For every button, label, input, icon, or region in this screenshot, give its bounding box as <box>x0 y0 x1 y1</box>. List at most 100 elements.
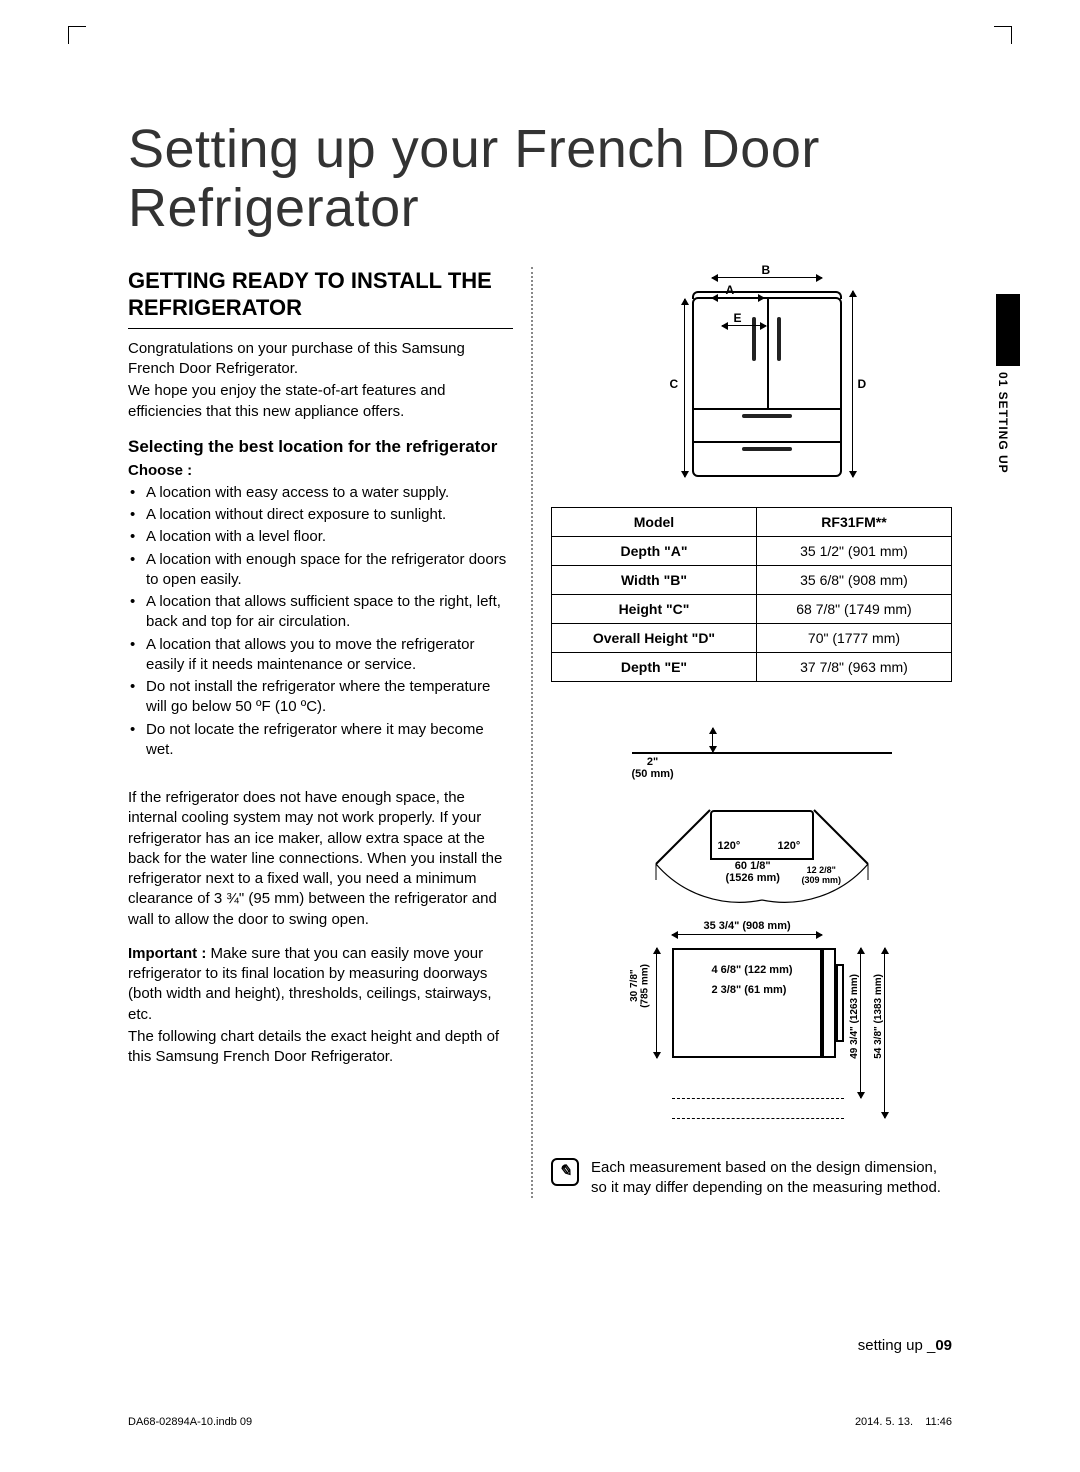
section-heading: GETTING READY TO INSTALL THE REFRIGERATO… <box>128 267 513 329</box>
bullet-item: A location with a level floor. <box>128 527 513 547</box>
bullet-item: Do not install the refrigerator where th… <box>128 677 513 718</box>
table-row: Model RF31FM** <box>552 507 952 536</box>
table-cell: 35 6/8" (908 mm) <box>756 565 951 594</box>
width-arrow <box>672 934 822 935</box>
dim-arrow-d <box>852 291 853 477</box>
table-cell: Depth "A" <box>552 536 757 565</box>
dim-label-a: A <box>726 283 735 297</box>
dim-arrow-e <box>722 325 766 326</box>
handle-gap-label: 2 3/8" (61 mm) <box>712 984 787 996</box>
dim-label-d: D <box>858 377 867 391</box>
dim-arrow-c <box>684 299 685 477</box>
dim-label-e: E <box>734 311 742 325</box>
table-cell: Height "C" <box>552 594 757 623</box>
angle-right: 120° <box>778 840 801 852</box>
table-cell: Width "B" <box>552 565 757 594</box>
print-time: 11:46 <box>925 1416 952 1428</box>
note-icon: ✎ <box>551 1158 579 1186</box>
door-split <box>767 299 769 408</box>
wall-line <box>632 752 892 754</box>
bullet-item: A location with enough space for the ref… <box>128 550 513 591</box>
handle-open-line <box>672 1118 844 1119</box>
footer-page-number: 09 <box>935 1337 952 1354</box>
table-cell: 37 7/8" (963 mm) <box>756 652 951 681</box>
table-header: Model <box>552 507 757 536</box>
column-right: B A E C D Model RF31FM** Depth "A"35 1/2… <box>551 267 952 1199</box>
table-cell: Depth "E" <box>552 652 757 681</box>
table-header: RF31FM** <box>756 507 951 536</box>
gap-arrow <box>712 728 713 752</box>
top-view: 120° 120° 60 1/8" (1526 mm) 12 2/8" (309… <box>662 774 862 894</box>
column-divider <box>531 267 533 1199</box>
table-cell: 70" (1777 mm) <box>756 623 951 652</box>
width-label: 35 3/4" (908 mm) <box>704 920 791 932</box>
chart-paragraph: The following chart details the exact he… <box>128 1027 513 1068</box>
measurement-note: ✎ Each measurement based on the design d… <box>551 1158 952 1199</box>
choose-label: Choose : <box>128 462 513 479</box>
open-depth-label: 12 2/8" (309 mm) <box>802 866 842 886</box>
intro-para-2: We hope you enjoy the state-of-art featu… <box>128 381 513 422</box>
drawer-handle <box>742 414 792 418</box>
column-left: GETTING READY TO INSTALL THE REFRIGERATO… <box>128 267 513 1199</box>
depth-door-label: 49 3/4" (1263 mm) <box>850 974 861 1059</box>
table-cell: 35 1/2" (901 mm) <box>756 536 951 565</box>
bullet-item: Do not locate the refrigerator where it … <box>128 720 513 761</box>
bullet-item: A location that allows sufficient space … <box>128 592 513 633</box>
dim-label-c: C <box>670 377 679 391</box>
spec-table: Model RF31FM** Depth "A"35 1/2" (901 mm)… <box>551 507 952 682</box>
side-tab: 01 SETTING UP <box>996 294 1020 526</box>
depth-back-label: 30 7/8" (785 mm) <box>630 964 651 1008</box>
handle-right <box>777 317 781 361</box>
table-cell: 68 7/8" (1749 mm) <box>756 594 951 623</box>
drawer-handle <box>742 447 792 451</box>
door-arcs <box>642 770 882 910</box>
print-filename: DA68-02894A-10.indb 09 <box>128 1416 252 1428</box>
clearance-diagram: 2" (50 mm) 120° 120° <box>572 722 932 1142</box>
fridge-outline <box>692 297 842 477</box>
dimensions-diagram: B A E C D <box>622 267 882 487</box>
drawer-1 <box>694 408 840 441</box>
bullet-item: A location that allows you to move the r… <box>128 635 513 676</box>
print-footer: DA68-02894A-10.indb 09 2014. 5. 13. 11:4… <box>128 1416 952 1428</box>
open-width-label: 60 1/8" (1526 mm) <box>726 860 780 884</box>
door-gap-label: 4 6/8" (122 mm) <box>712 964 793 976</box>
important-paragraph: Important : Make sure that you can easil… <box>128 944 513 1025</box>
bullet-item: A location without direct exposure to su… <box>128 505 513 525</box>
subsection-heading: Selecting the best location for the refr… <box>128 436 513 458</box>
important-label: Important : <box>128 945 206 962</box>
content-area: Setting up your French Door Refrigerator… <box>128 120 952 1198</box>
drawer-2 <box>694 441 840 474</box>
section-footer: setting up _09 <box>858 1337 952 1354</box>
side-tab-label: 01 SETTING UP <box>996 366 1010 526</box>
dim-arrow-a <box>712 297 764 298</box>
table-row: Overall Height "D"70" (1777 mm) <box>552 623 952 652</box>
side-tab-marker <box>996 294 1020 366</box>
table-cell: Overall Height "D" <box>552 623 757 652</box>
handle-left <box>752 317 756 361</box>
depth-full-label: 54 3/8" (1383 mm) <box>874 974 885 1059</box>
side-view: 35 3/4" (908 mm) 4 6/8" (122 mm) 2 3/8" … <box>612 934 912 1134</box>
note-text: Each measurement based on the design dim… <box>591 1158 952 1199</box>
table-row: Height "C"68 7/8" (1749 mm) <box>552 594 952 623</box>
print-datetime: 2014. 5. 13. 11:46 <box>855 1416 952 1428</box>
location-bullets: A location with easy access to a water s… <box>128 483 513 760</box>
table-row: Depth "E"37 7/8" (963 mm) <box>552 652 952 681</box>
footer-section-label: setting up _ <box>858 1337 936 1354</box>
intro-para-1: Congratulations on your purchase of this… <box>128 339 513 380</box>
table-row: Depth "A"35 1/2" (901 mm) <box>552 536 952 565</box>
door-rect <box>822 948 836 1058</box>
page: 01 SETTING UP Setting up your French Doo… <box>0 0 1080 1472</box>
space-paragraph: If the refrigerator does not have enough… <box>128 788 513 930</box>
print-date: 2014. 5. 13. <box>855 1416 913 1428</box>
dim-label-b: B <box>762 263 771 277</box>
dim-arrow-b <box>712 277 822 278</box>
angle-left: 120° <box>718 840 741 852</box>
bullet-item: A location with easy access to a water s… <box>128 483 513 503</box>
crop-mark <box>994 26 1012 44</box>
crop-mark <box>68 26 86 44</box>
depth-back-arrow <box>656 948 657 1058</box>
handle-rect <box>836 964 844 1042</box>
two-columns: GETTING READY TO INSTALL THE REFRIGERATO… <box>128 267 952 1199</box>
door-open-line <box>672 1098 844 1099</box>
table-row: Width "B"35 6/8" (908 mm) <box>552 565 952 594</box>
